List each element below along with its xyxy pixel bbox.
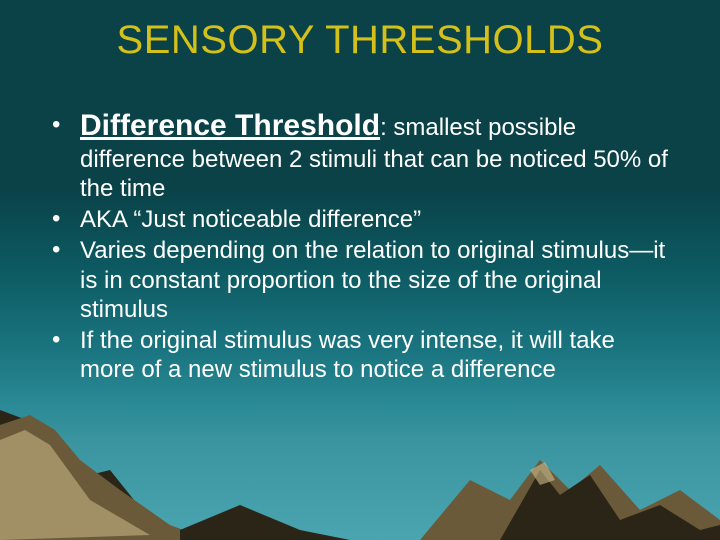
bullet-item: • Varies depending on the relation to or… — [52, 236, 672, 324]
bullet-item: • If the original stimulus was very inte… — [52, 326, 672, 385]
mountain-background — [0, 370, 720, 540]
lead-bullet-text: Difference Threshold: smallest possible — [80, 108, 672, 145]
slide: SENSORY THRESHOLDS • Difference Threshol… — [0, 0, 720, 540]
lead-continuation: difference between 2 stimuli that can be… — [80, 145, 672, 204]
lead-colon: : — [380, 114, 387, 141]
bullet-item: • AKA “Just noticeable difference” — [52, 205, 672, 234]
bullet-dot-icon: • — [52, 205, 80, 233]
bullet-text: If the original stimulus was very intens… — [80, 326, 672, 385]
slide-title: SENSORY THRESHOLDS — [0, 18, 720, 63]
lead-term: Difference Threshold — [80, 109, 380, 142]
lead-bullet: • Difference Threshold: smallest possibl… — [52, 108, 672, 145]
bullet-dot-icon: • — [52, 326, 80, 354]
bullet-text: AKA “Just noticeable difference” — [80, 205, 672, 234]
bullet-dot-icon: • — [52, 236, 80, 264]
bullet-text: Varies depending on the relation to orig… — [80, 236, 672, 324]
slide-body: • Difference Threshold: smallest possibl… — [52, 108, 672, 385]
lead-rest: smallest possible — [387, 114, 576, 141]
bullet-dot-icon: • — [52, 108, 80, 139]
